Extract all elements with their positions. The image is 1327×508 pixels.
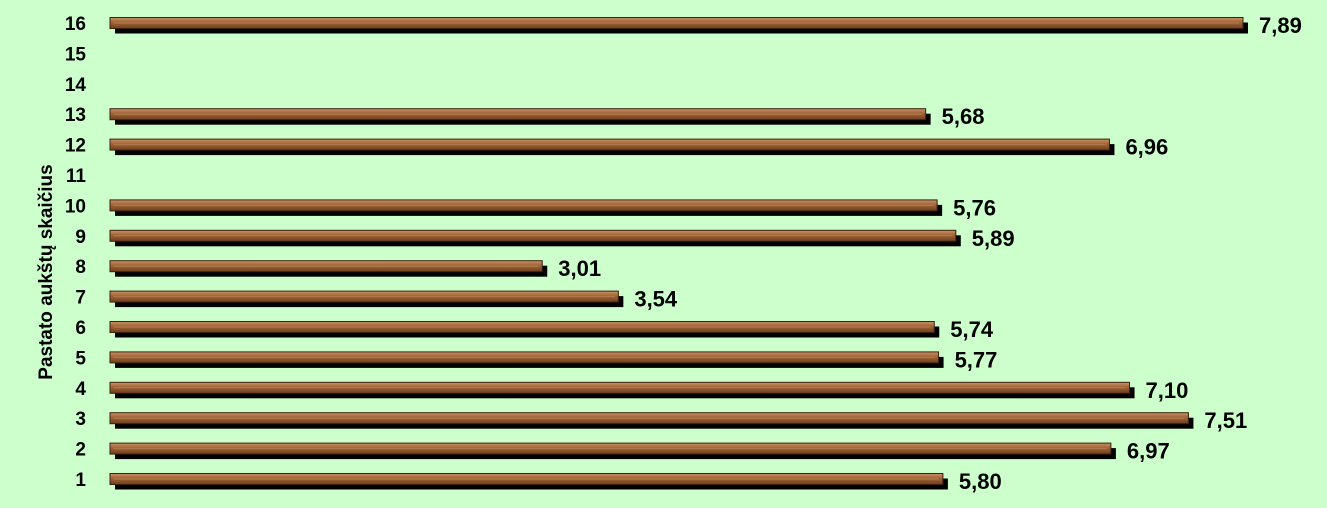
y-tick-label: 13 xyxy=(65,105,86,126)
bar-group xyxy=(109,229,961,247)
bar-group xyxy=(109,381,1135,399)
bar-group xyxy=(109,290,624,308)
y-tick-label: 11 xyxy=(66,166,87,187)
bar-value-label: 5,77 xyxy=(955,347,998,372)
y-tick-label: 2 xyxy=(75,440,86,461)
bar-value-label: 3,01 xyxy=(558,256,601,281)
bar-value-label: 6,97 xyxy=(1127,439,1170,464)
y-axis-title: Pastato aukštų skaičius xyxy=(36,164,57,379)
bar-value-label: 5,76 xyxy=(953,195,996,220)
bar-group xyxy=(109,108,931,125)
bar-group xyxy=(109,351,944,368)
bar-value-label: 7,51 xyxy=(1204,408,1247,433)
bar-value-label: 5,68 xyxy=(942,104,985,129)
bar-group xyxy=(109,17,1248,34)
y-tick-label: 9 xyxy=(75,227,86,248)
y-tick-label: 3 xyxy=(75,409,86,430)
y-tick-label: 15 xyxy=(65,44,87,65)
bar-group xyxy=(109,321,940,338)
bar-value-label: 5,80 xyxy=(959,469,1002,494)
bar-value-label: 5,74 xyxy=(950,317,994,342)
bar-group xyxy=(109,260,548,277)
bar-group xyxy=(109,138,1115,156)
bar-value-label: 5,89 xyxy=(972,226,1015,251)
bar-value-label: 6,96 xyxy=(1125,135,1168,160)
y-tick-label: 10 xyxy=(65,196,86,217)
bar-group xyxy=(109,199,943,216)
y-tick-label: 16 xyxy=(65,14,86,35)
bar-group xyxy=(109,442,1116,460)
y-tick-label: 7 xyxy=(75,288,86,309)
y-tick-label: 5 xyxy=(75,348,86,369)
y-tick-label: 8 xyxy=(75,257,86,278)
y-tick-label: 6 xyxy=(75,318,86,339)
bar-value-label: 7,10 xyxy=(1146,378,1189,403)
y-tick-label: 1 xyxy=(75,470,86,491)
bar-value-label: 3,54 xyxy=(634,287,678,312)
y-tick-label: 12 xyxy=(65,136,86,157)
bar-group xyxy=(109,473,948,490)
y-tick-label: 4 xyxy=(75,379,86,400)
bar-value-label: 7,89 xyxy=(1259,13,1302,38)
bar-group xyxy=(109,412,1194,429)
y-tick-label: 14 xyxy=(65,75,87,96)
